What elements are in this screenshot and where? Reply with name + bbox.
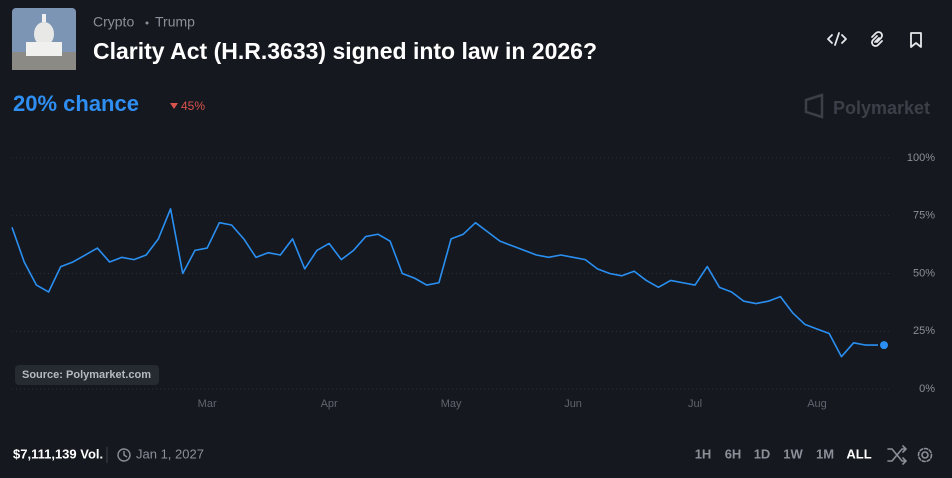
x-tick-label: Jul xyxy=(688,398,702,410)
settings-icon[interactable] xyxy=(921,451,929,459)
market-title: Clarity Act (H.R.3633) signed into law i… xyxy=(93,38,597,64)
down-arrow xyxy=(170,103,178,109)
brand: Polymarket xyxy=(833,98,930,118)
x-tick-label: May xyxy=(441,398,462,410)
timeframe-button[interactable]: 1H xyxy=(695,446,712,461)
tag[interactable]: Crypto xyxy=(93,14,134,30)
timeframe-button[interactable]: 1W xyxy=(783,446,803,461)
current-point xyxy=(880,341,888,350)
y-tick-label: 75% xyxy=(913,210,935,222)
volume: $7,111,139 Vol. xyxy=(13,446,103,461)
change: 45% xyxy=(181,99,205,113)
y-tick-label: 100% xyxy=(907,152,935,164)
x-tick-label: Apr xyxy=(321,398,338,410)
market-image xyxy=(12,8,76,70)
source: Source: Polymarket.com xyxy=(22,369,151,381)
timeframe-button[interactable]: ALL xyxy=(846,446,871,461)
source-badge xyxy=(15,365,159,385)
tag[interactable]: Trump xyxy=(155,14,195,30)
y-tick-label: 25% xyxy=(913,325,935,337)
chart: 0% 25% 50% 75% 100% Mar Apr May Jun Jul Aug xyxy=(11,152,935,410)
separator xyxy=(145,21,149,25)
clock-icon xyxy=(117,448,131,462)
embed-icon[interactable] xyxy=(827,32,847,46)
x-tick-label: Jun xyxy=(564,398,582,410)
y-tick-label: 0% xyxy=(919,383,935,395)
shuffle-icon[interactable] xyxy=(887,445,908,465)
bookmark-icon[interactable] xyxy=(910,32,922,48)
price-line xyxy=(11,208,878,358)
end-date: Jan 1, 2027 xyxy=(136,446,204,461)
brand-logo xyxy=(804,93,824,119)
timeframe-button[interactable]: 6H xyxy=(725,446,742,461)
x-tick-label: Aug xyxy=(807,398,827,410)
y-tick-label: 50% xyxy=(913,267,935,279)
timeframe-button[interactable]: 1D xyxy=(754,446,771,461)
x-tick-label: Mar xyxy=(198,398,217,410)
timeframe-button[interactable]: 1M xyxy=(816,446,834,461)
timeframes: 1H 6H 1D 1W 1M ALL xyxy=(695,446,872,461)
chance: 20% chance xyxy=(13,91,139,116)
link-icon[interactable] xyxy=(871,31,883,47)
